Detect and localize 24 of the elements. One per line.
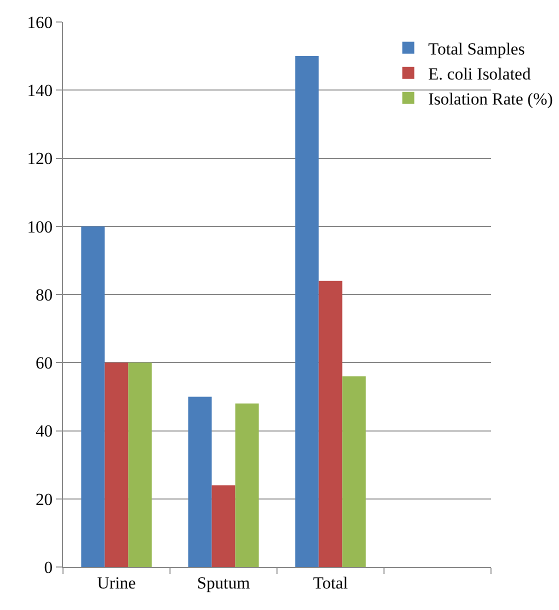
bar xyxy=(295,56,319,567)
bar xyxy=(342,376,366,567)
x-tick-label: Urine xyxy=(97,573,136,592)
y-tick-label: 0 xyxy=(44,558,53,577)
legend-label: Isolation Rate (%) xyxy=(428,90,553,109)
y-tick-label: 100 xyxy=(27,217,53,236)
bar xyxy=(188,396,212,567)
y-tick-label: 40 xyxy=(36,422,53,441)
y-tick-label: 60 xyxy=(36,354,53,373)
y-tick-label: 80 xyxy=(36,285,53,304)
y-tick-label: 160 xyxy=(27,12,53,32)
y-tick-label: 140 xyxy=(27,81,53,100)
bar xyxy=(81,226,105,567)
x-tick-label: Sputum xyxy=(197,573,250,592)
bar xyxy=(128,362,152,567)
legend-label: E. coli Isolated xyxy=(428,64,532,84)
legend-label: Total Samples xyxy=(428,39,525,58)
bar xyxy=(212,485,236,567)
bar xyxy=(235,404,259,567)
y-tick-label: 20 xyxy=(36,490,53,509)
x-tick-label: Total xyxy=(313,573,348,592)
bar xyxy=(104,362,128,567)
bar xyxy=(318,280,342,567)
y-tick-label: 120 xyxy=(27,149,53,168)
